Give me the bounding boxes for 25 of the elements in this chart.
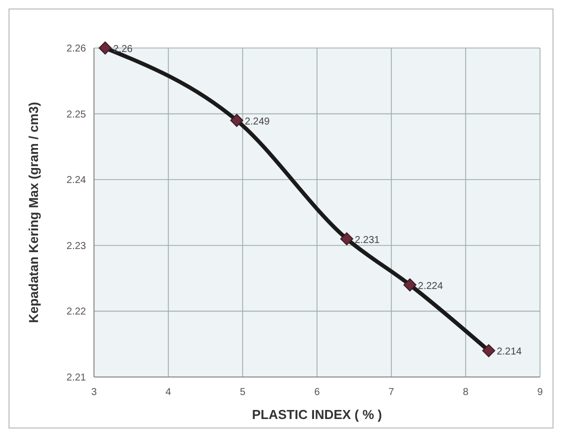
- y-tick-label: 2.23: [66, 240, 86, 252]
- x-tick-label: 3: [91, 387, 98, 398]
- y-tick-label: 2.25: [66, 109, 86, 120]
- x-tick-label: 5: [240, 387, 246, 398]
- point: [482, 344, 496, 358]
- y-tick-label: 2.24: [66, 175, 86, 186]
- x-tick-label: 6: [314, 387, 320, 398]
- x-axis-title: PLASTIC INDEX ( % ): [252, 407, 382, 422]
- point: [98, 42, 112, 54]
- text: 2.214: [496, 346, 522, 358]
- text: 2.231: [354, 234, 380, 246]
- text: 2.26: [113, 44, 133, 55]
- point: [340, 232, 354, 246]
- y-axis-title: Kepadatan Kering Max (gram / cm3): [26, 102, 41, 324]
- text: 2.224: [418, 280, 443, 292]
- point: [403, 278, 416, 292]
- x-tick-label: 4: [166, 387, 172, 398]
- text: 2.249: [244, 116, 270, 128]
- point: [230, 114, 244, 127]
- x-tick-label: 7: [388, 387, 395, 398]
- x-tick-label: 9: [537, 387, 544, 398]
- x-tick-label: 8: [462, 387, 469, 398]
- y-tick-label: 2.22: [66, 306, 86, 318]
- y-tick-label: 2.21: [66, 372, 86, 384]
- y-tick-label: 2.26: [66, 44, 86, 54]
